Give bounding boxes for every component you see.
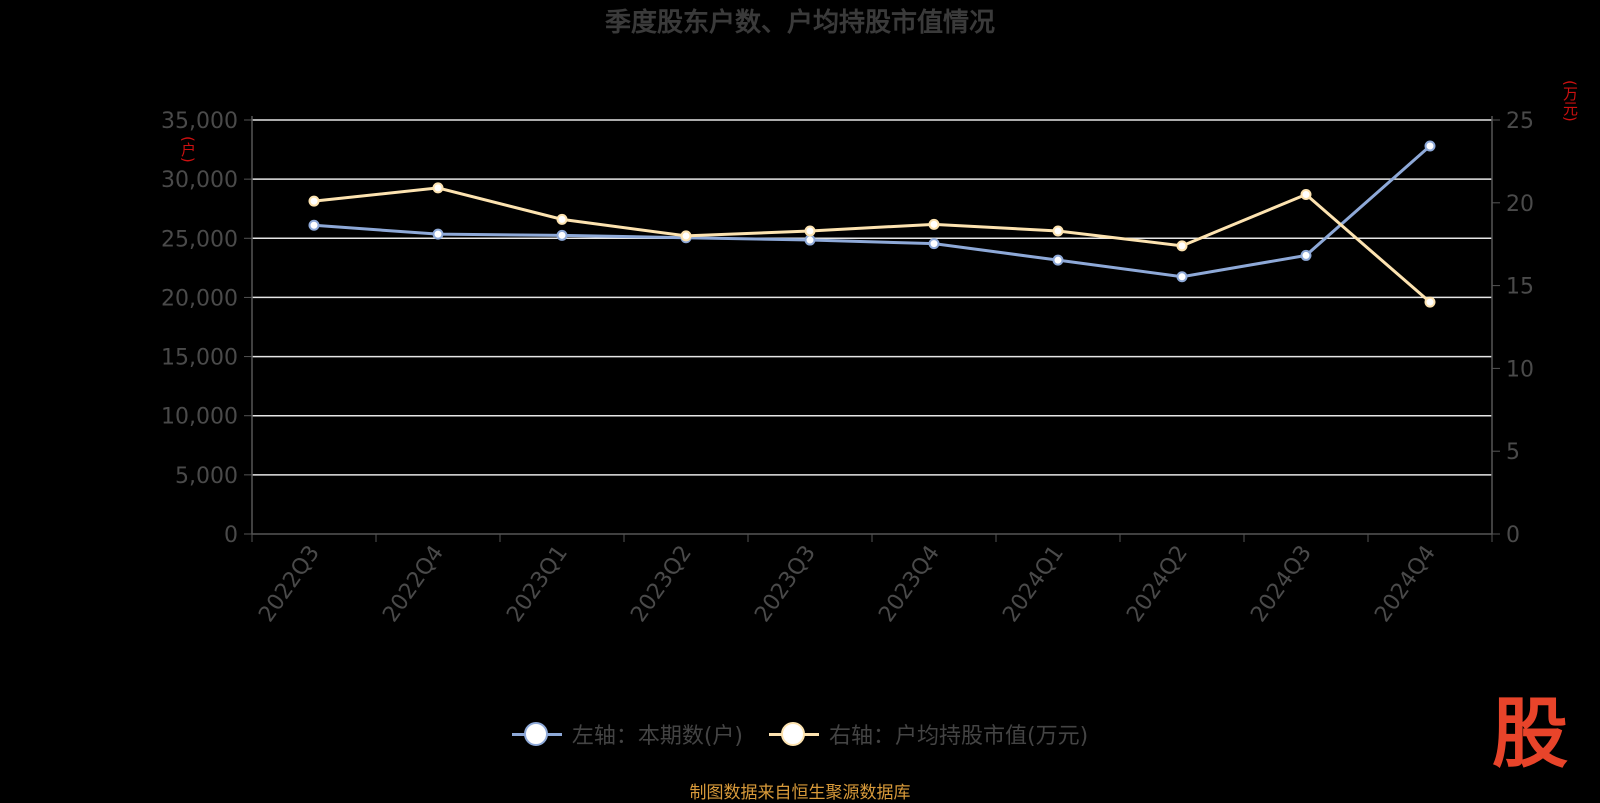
x-axis-tick-label: 2022Q4 [378,541,449,627]
right-axis-tick-label: 5 [1506,440,1520,465]
right-axis-tick-label: 25 [1506,109,1534,134]
series-line-households [313,144,1431,279]
x-axis-tick-label: 2023Q2 [626,541,697,627]
legend-label-left: 左轴：本期数(户) [571,724,743,749]
data-point-avg-holding-value [1052,225,1064,237]
data-point-avg-holding-value [1300,189,1312,201]
data-point-avg-holding-value [1176,240,1188,252]
data-point-avg-holding-value [1424,296,1436,308]
left-axis-tick-label: 15,000 [161,346,238,371]
right-axis-tick-label: 15 [1506,275,1534,300]
data-point-households [1176,271,1188,283]
data-point-households [556,229,568,241]
chart-title: 季度股东户数、户均持股市值情况 [604,8,995,38]
x-axis-tick-label: 2023Q1 [502,541,573,627]
legend-label-right: 右轴：户均持股市值(万元) [829,724,1089,749]
x-axis-tick-label: 2023Q4 [874,541,945,627]
right-axis-tick-label: 0 [1506,523,1520,548]
legend: 左轴：本期数(户) 右轴：户均持股市值(万元) [0,718,1600,750]
left-axis-tick-label: 25,000 [161,227,238,252]
left-axis-tick-label: 20,000 [161,286,238,311]
left-axis-tick-label: 35,000 [161,109,238,134]
x-axis-tick-label: 2022Q3 [254,541,325,627]
data-point-avg-holding-value [308,195,320,207]
x-axis-tick-label: 2023Q3 [750,541,821,627]
right-axis-unit: (万元) [1561,80,1579,122]
left-axis-unit: (户) [179,136,197,163]
x-axis-tick-label: 2024Q2 [1122,541,1193,627]
data-point-households [1052,254,1064,266]
data-point-avg-holding-value [928,218,940,230]
x-axis-tick-label: 2024Q4 [1370,541,1441,627]
data-point-households [1300,249,1312,261]
left-axis-tick-label: 30,000 [161,168,238,193]
right-axis-tick-label: 10 [1506,357,1534,382]
x-axis-tick-label: 2024Q3 [1246,541,1317,627]
logo: 股 [1492,689,1568,778]
data-point-households [928,238,940,250]
data-point-households [308,219,320,231]
data-point-households [1424,140,1436,152]
data-point-households [432,228,444,240]
legend-item-right-series[interactable]: 右轴：户均持股市值(万元) [769,718,1088,750]
data-point-households [804,234,816,246]
left-axis-tick-label: 10,000 [161,405,238,430]
legend-item-left-series[interactable]: 左轴：本期数(户) [511,718,743,750]
source-note: 制图数据来自恒生聚源数据库 [689,783,911,803]
right-axis-tick-label: 20 [1506,192,1534,217]
series-line-avg-holding-value [313,186,1431,304]
legend-marker-left-icon [511,721,562,747]
legend-marker-right-icon [769,721,819,747]
left-axis-tick-label: 5,000 [175,464,238,489]
left-axis-tick-label: 0 [224,523,238,548]
x-axis-tick-label: 2024Q1 [998,541,1069,627]
data-point-avg-holding-value [432,182,444,194]
data-point-avg-holding-value [804,225,816,237]
data-point-avg-holding-value [556,213,568,225]
data-point-avg-holding-value [680,230,692,242]
